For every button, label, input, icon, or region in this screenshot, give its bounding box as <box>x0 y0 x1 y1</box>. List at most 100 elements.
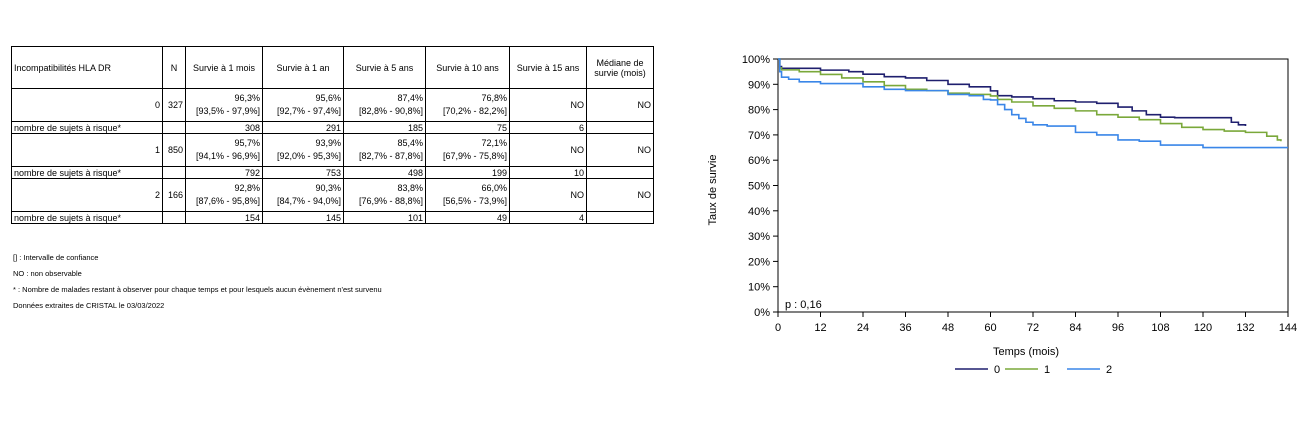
confidence-interval: [70,2% - 82,2%] <box>442 106 507 116</box>
confidence-interval: [93,5% - 97,9%] <box>195 106 260 116</box>
x-tick-label: 120 <box>1194 322 1212 334</box>
at-risk-count: 185 <box>343 121 426 134</box>
empty-cell <box>162 121 186 134</box>
chart-curves <box>778 58 1288 149</box>
confidence-interval: [82,7% - 87,8%] <box>358 151 423 161</box>
at-risk-count: 291 <box>262 121 344 134</box>
at-risk-row: nombre de sujets à risque* 308 291 185 75 6 <box>11 121 654 134</box>
confidence-interval: [67,9% - 75,8%] <box>442 151 507 161</box>
confidence-interval: [82,8% - 90,8%] <box>358 106 423 116</box>
x-tick-label: 96 <box>1112 322 1124 334</box>
at-risk-count: 792 <box>185 166 263 179</box>
header-1-month: Survie à 1 mois <box>185 46 263 89</box>
x-tick-label: 0 <box>775 322 781 334</box>
survival-cell: 83,8% [76,9% - 88,8%] <box>343 178 426 212</box>
at-risk-label: nombre de sujets à risque* <box>11 166 163 179</box>
survival-rate: 93,9% <box>315 138 341 148</box>
at-risk-count: 49 <box>425 211 510 224</box>
y-tick-label: 60% <box>748 155 770 167</box>
survival-rate: 66,0% <box>481 183 507 193</box>
group-label: 0 <box>11 88 163 122</box>
median-survival: NO <box>586 178 654 212</box>
header-median: Médiane de survie (mois) <box>586 46 654 89</box>
y-tick-label: 30% <box>748 231 770 243</box>
survival-cell: 72,1% [67,9% - 75,8%] <box>425 133 510 167</box>
x-tick-label: 72 <box>1027 322 1039 334</box>
at-risk-row: nombre de sujets à risque* 792 753 498 199 10 <box>11 166 654 179</box>
at-risk-count: 199 <box>425 166 510 179</box>
at-risk-label: nombre de sujets à risque* <box>11 211 163 224</box>
confidence-interval: [92,7% - 97,4%] <box>276 106 341 116</box>
table-body: 0 327 96,3% [93,5% - 97,9%] 95,6% [92,7% - 97… <box>11 88 654 224</box>
survival-curve-group-2 <box>778 58 1288 149</box>
chart-legend: 0 1 2 <box>955 364 1112 376</box>
survival-table: Incompatibilités HLA DR N Survie à 1 moi… <box>11 46 654 224</box>
table-header-row: Incompatibilités HLA DR N Survie à 1 moi… <box>11 46 654 89</box>
survival-rate: 76,8% <box>481 93 507 103</box>
survival-15-years: NO <box>509 88 587 122</box>
confidence-interval: [92,0% - 95,3%] <box>276 151 341 161</box>
empty-cell <box>586 166 654 179</box>
at-risk-count: 10 <box>509 166 587 179</box>
y-tick-label: 90% <box>748 79 770 91</box>
at-risk-count: 308 <box>185 121 263 134</box>
x-tick-label: 48 <box>942 322 954 334</box>
survival-cell: 93,9% [92,0% - 95,3%] <box>262 133 344 167</box>
table-row: 2 166 92,8% [87,6% - 95,8%] 90,3% [84,7% - 94… <box>11 178 654 212</box>
note-data-source: Données extraites de CRISTAL le 03/03/20… <box>13 301 165 310</box>
at-risk-count: 753 <box>262 166 344 179</box>
survival-rate: 95,7% <box>234 138 260 148</box>
y-tick-label: 80% <box>748 105 770 117</box>
at-risk-count: 154 <box>185 211 263 224</box>
legend-label: 0 <box>994 364 1000 376</box>
x-tick-label: 24 <box>857 322 869 334</box>
chart-axes: 0% 10% 20% 30% 40% 50% 60% 70% 80% 90% 100% 0 12 24 36… <box>742 54 1297 334</box>
survival-15-years: NO <box>509 178 587 212</box>
at-risk-row: nombre de sujets à risque* 154 145 101 49 4 <box>11 211 654 224</box>
x-tick-label: 60 <box>984 322 996 334</box>
x-tick-label: 144 <box>1279 322 1297 334</box>
y-tick-label: 50% <box>748 181 770 193</box>
survival-15-years: NO <box>509 133 587 167</box>
header-5-years: Survie à 5 ans <box>343 46 426 89</box>
at-risk-count: 101 <box>343 211 426 224</box>
y-tick-label: 20% <box>748 256 770 268</box>
empty-cell <box>586 211 654 224</box>
p-value-annotation: p : 0,16 <box>785 299 822 311</box>
at-risk-count: 145 <box>262 211 344 224</box>
survival-cell: 66,0% [56,5% - 73,9%] <box>425 178 510 212</box>
group-n: 850 <box>162 133 186 167</box>
header-hla-dr: Incompatibilités HLA DR <box>11 46 163 89</box>
note-confidence-interval: [] : Intervalle de confiance <box>13 253 99 262</box>
survival-rate: 72,1% <box>481 138 507 148</box>
at-risk-count: 4 <box>509 211 587 224</box>
survival-rate: 87,4% <box>397 93 423 103</box>
survival-cell: 95,7% [94,1% - 96,9%] <box>185 133 263 167</box>
y-tick-label: 70% <box>748 130 770 142</box>
survival-rate: 96,3% <box>234 93 260 103</box>
group-n: 166 <box>162 178 186 212</box>
legend-label: 1 <box>1044 364 1050 376</box>
group-n: 327 <box>162 88 186 122</box>
header-1-year: Survie à 1 an <box>262 46 344 89</box>
median-survival: NO <box>586 88 654 122</box>
table-row: 1 850 95,7% [94,1% - 96,9%] 93,9% [92,0% - 95… <box>11 133 654 167</box>
x-axis-label: Temps (mois) <box>993 346 1059 358</box>
survival-cell: 90,3% [84,7% - 94,0%] <box>262 178 344 212</box>
x-tick-label: 108 <box>1151 322 1169 334</box>
survival-rate: 95,6% <box>315 93 341 103</box>
median-survival: NO <box>586 133 654 167</box>
legend-label: 2 <box>1106 364 1112 376</box>
survival-chart: Taux de survie Temps (mois) p : 0,16 0% 1… <box>707 54 1297 376</box>
header-n: N <box>162 46 186 89</box>
table-row: 0 327 96,3% [93,5% - 97,9%] 95,6% [92,7% - 97… <box>11 88 654 122</box>
survival-cell: 76,8% [70,2% - 82,2%] <box>425 88 510 122</box>
empty-cell <box>162 166 186 179</box>
y-tick-label: 0% <box>754 307 770 319</box>
survival-rate: 92,8% <box>234 183 260 193</box>
table-notes: [] : Intervalle de confiance NO : non ob… <box>13 250 382 314</box>
group-label: 1 <box>11 133 163 167</box>
survival-rate: 83,8% <box>397 183 423 193</box>
y-tick-label: 100% <box>742 54 770 66</box>
x-tick-label: 132 <box>1236 322 1254 334</box>
